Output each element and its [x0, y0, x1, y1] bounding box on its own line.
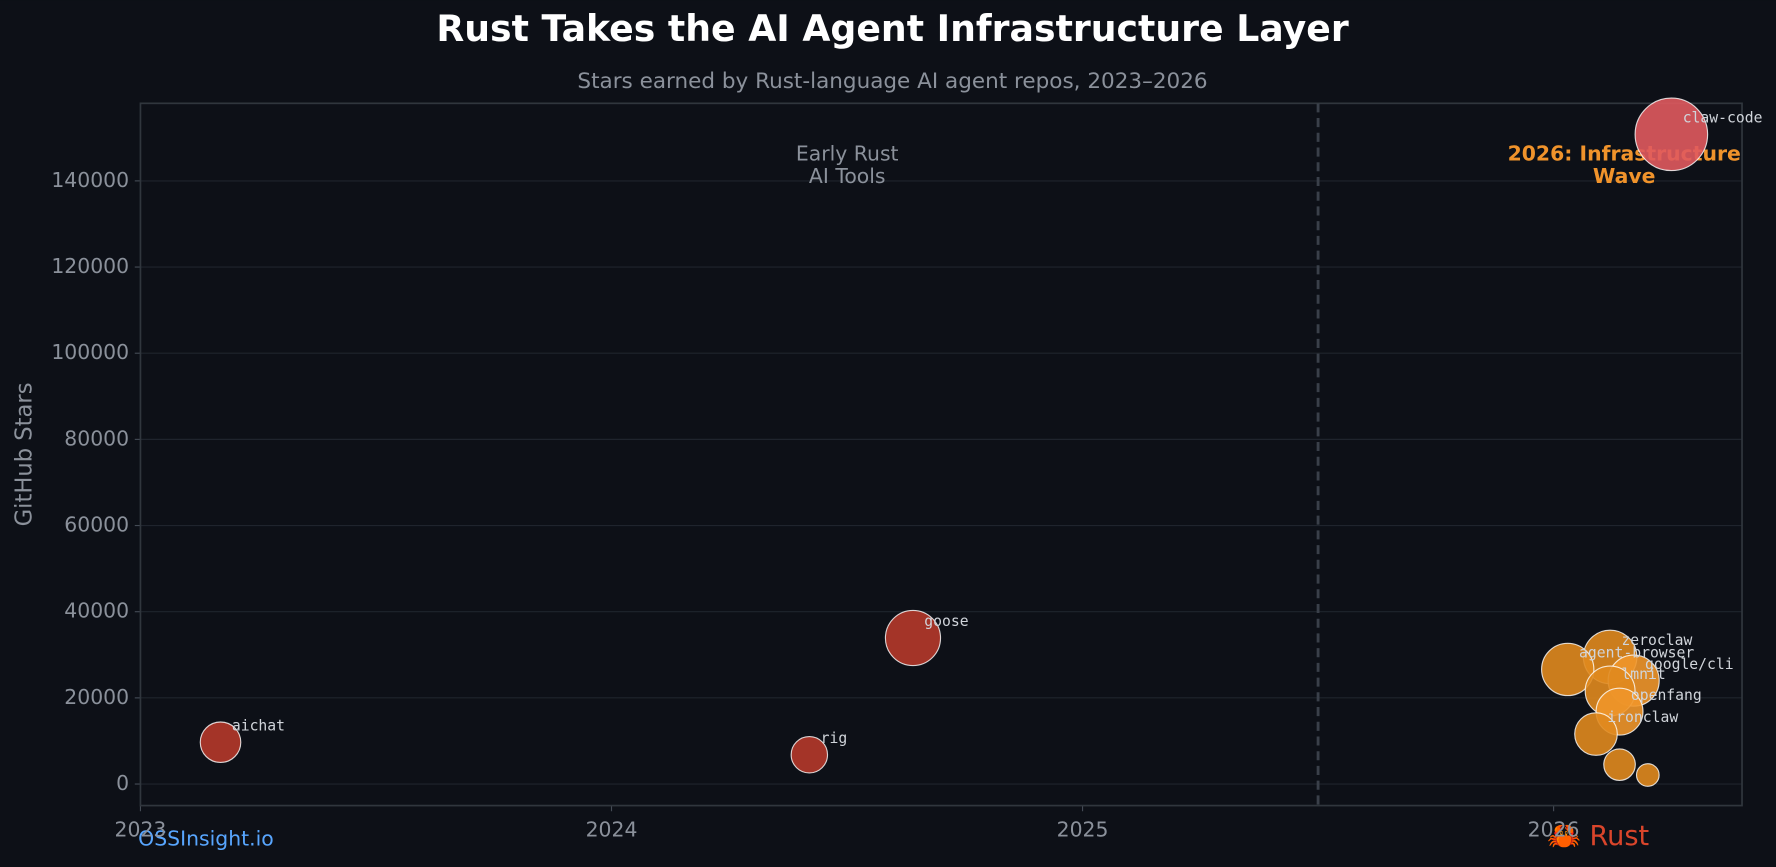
point-label: goose [924, 613, 968, 630]
y-tick-label: 140000 [51, 168, 129, 192]
bubble [1634, 97, 1709, 172]
plot-frame [139, 102, 1743, 807]
point-label: openfang [1631, 687, 1702, 704]
point-label: claw-code [1683, 109, 1763, 126]
point-label: agent-browser [1579, 645, 1694, 662]
footer-right: 🦀 Rust [1547, 821, 1649, 852]
point-label: rig [821, 730, 848, 747]
bubble [790, 735, 829, 774]
x-tick-label: 2024 [586, 817, 638, 841]
y-tick-label: 20000 [64, 685, 129, 709]
y-tick-label: 40000 [64, 599, 129, 623]
bubble [1574, 712, 1618, 756]
bubble [884, 609, 942, 667]
y-axis-label: GitHub Stars [11, 383, 37, 527]
y-tick-label: 100000 [51, 340, 129, 364]
x-tick-label: 2023 [115, 817, 167, 841]
point-label: aichat [232, 717, 285, 734]
point-label: zeroclaw [1621, 632, 1692, 649]
bubble [1603, 748, 1636, 781]
annotation: Wave [1593, 164, 1656, 188]
bubble [1635, 763, 1660, 787]
y-tick-label: 60000 [64, 513, 129, 537]
bubble [1541, 642, 1595, 697]
chart-subtitle: Stars earned by Rust-language AI agent r… [577, 69, 1207, 94]
y-tick-label: 120000 [51, 254, 129, 278]
y-tick-label: 0 [116, 771, 129, 795]
x-tick-label: 2025 [1057, 817, 1109, 841]
point-label: google/cli [1645, 656, 1734, 673]
point-label: ironclaw [1607, 709, 1678, 726]
footer-left: OSSInsight.io [138, 827, 274, 851]
bubble [199, 721, 242, 764]
x-tick-label: 2026 [1528, 817, 1580, 841]
chart-title: Rust Takes the AI Agent Infrastructure L… [436, 7, 1348, 50]
annotation: Early Rust [796, 141, 899, 165]
point-label: lmnit [1621, 666, 1665, 683]
y-tick-label: 80000 [64, 426, 129, 450]
annotation: AI Tools [809, 164, 886, 188]
